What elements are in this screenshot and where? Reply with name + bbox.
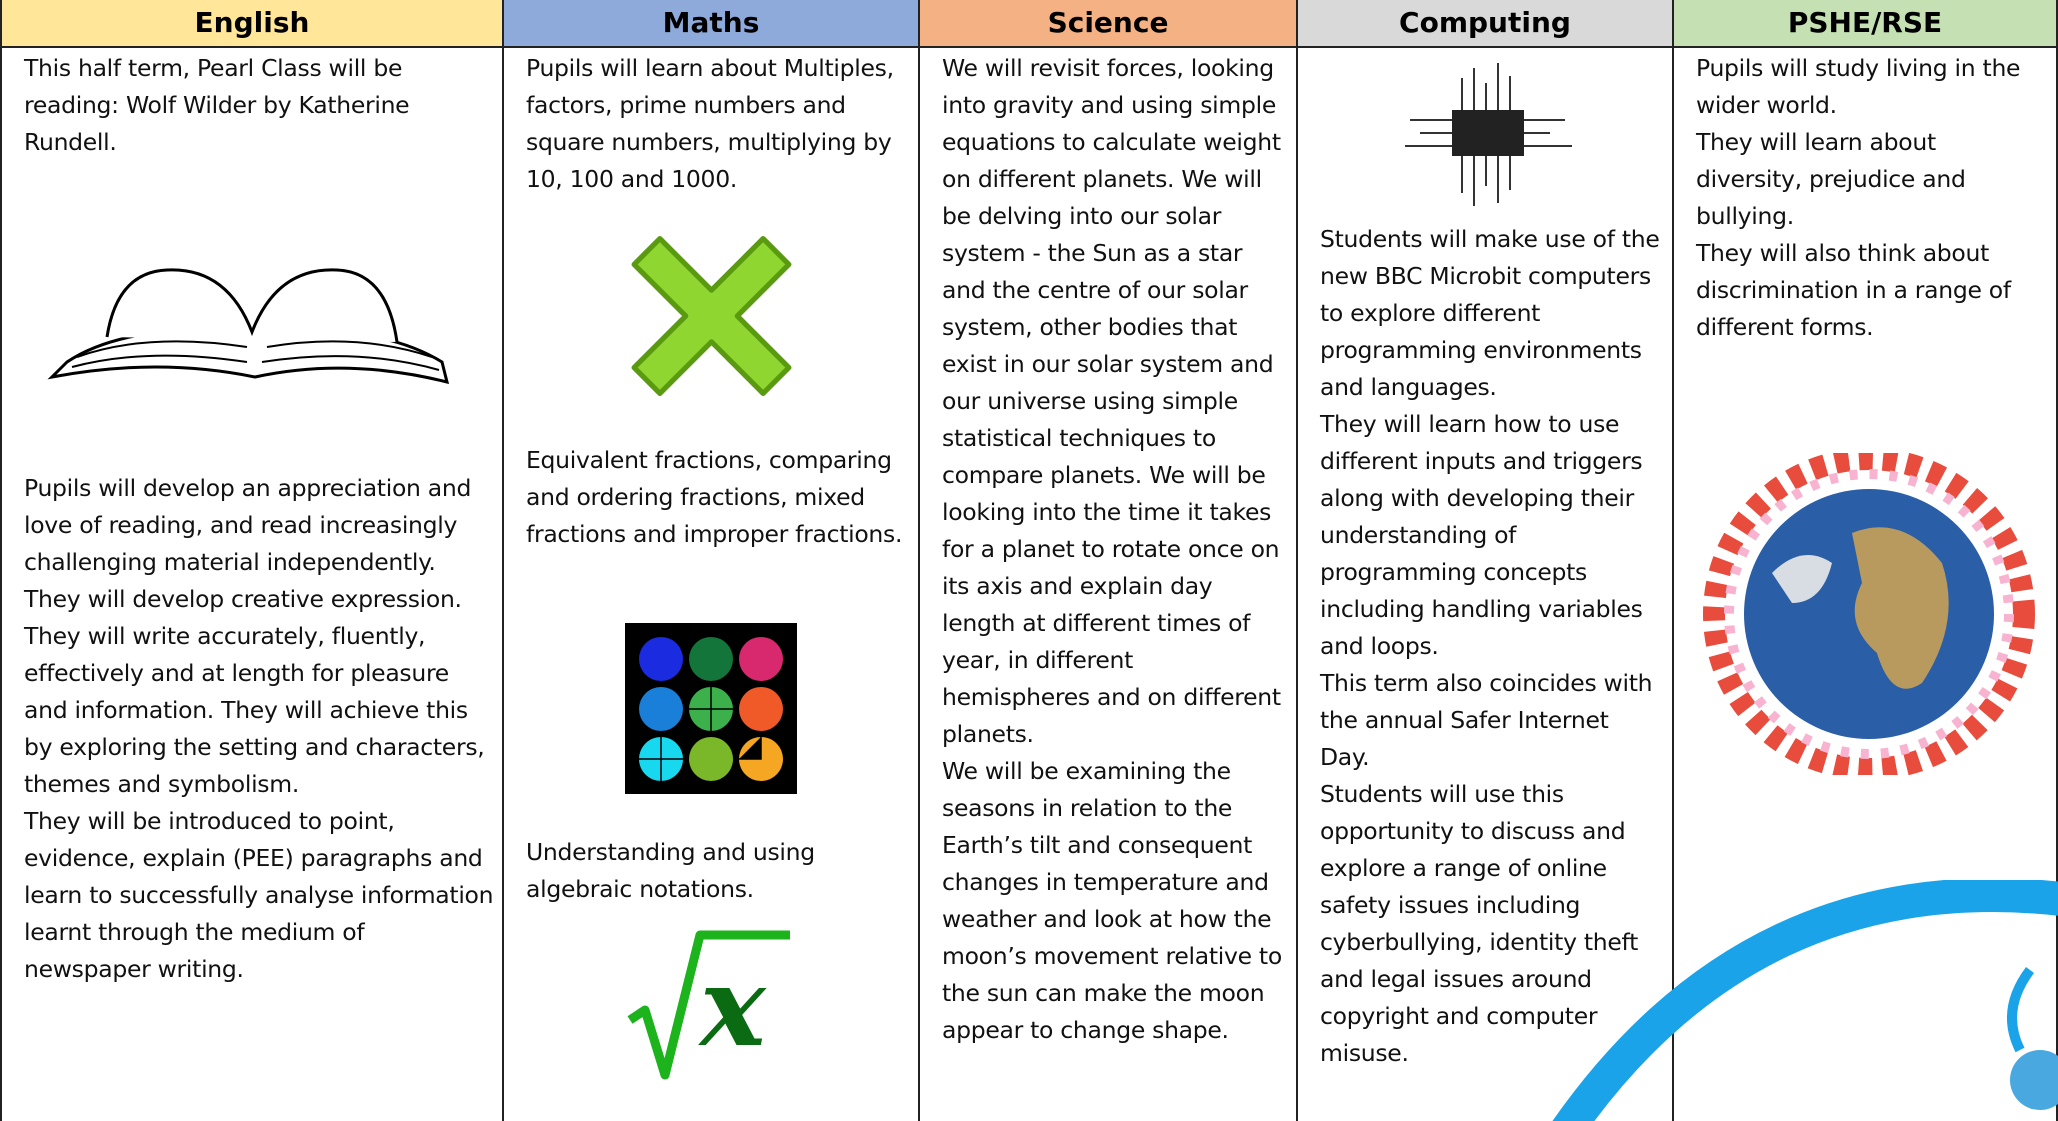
square-root-icon: x [627, 930, 790, 1080]
decorative-swoosh [1552, 880, 2058, 1121]
chip-icon [1405, 63, 1572, 206]
computing-column: Computing Students will make use of the … [1296, 0, 1674, 1121]
text-block: Pupils will study living in the wider wo… [1696, 50, 2048, 346]
text-block: Pupils will develop an appreciation and … [24, 470, 494, 988]
book-illustration [47, 268, 450, 385]
paragraph: This term also coincides with the annual… [1320, 669, 1653, 771]
text-block: This half term, Pearl Class will be read… [24, 50, 494, 161]
paragraph: Students will use this opportunity to di… [1320, 780, 1638, 1067]
paragraph: Pupils will study living in the wider wo… [1696, 54, 2021, 119]
fraction-circles [625, 623, 797, 794]
text-block: Understanding and using algebraic notati… [526, 834, 910, 908]
paragraph: They will learn about diversity, prejudi… [1696, 128, 1966, 230]
paragraph: We will be examining the seasons in rela… [942, 757, 1282, 1044]
text-block: Equivalent fractions, comparing and orde… [526, 442, 910, 553]
text-block: We will revisit forces, looking into gra… [942, 50, 1288, 1049]
science-column: Science We will revisit forces, looking … [918, 0, 1298, 1121]
column-header: Maths [504, 0, 918, 48]
pshe-column: PSHE/RSE Pupils will study living in the… [1672, 0, 2058, 1121]
paragraph: They will write accurately, fluently, ef… [24, 622, 485, 798]
paragraph: Understanding and using algebraic notati… [526, 838, 815, 903]
paragraph: Pupils will develop an appreciation and … [24, 474, 472, 613]
paragraph: They will also think about discriminatio… [1696, 239, 2011, 341]
paragraph: Equivalent fractions, comparing and orde… [526, 446, 903, 548]
paragraph: This half term, Pearl Class will be read… [24, 54, 410, 156]
paragraph: We will revisit forces, looking into gra… [942, 54, 1281, 748]
english-column: English This half term, Pearl Class will… [0, 0, 504, 1121]
column-header: English [2, 0, 502, 48]
column-header: Computing [1298, 0, 1672, 48]
text-block: Students will make use of the new BBC Mi… [1320, 221, 1664, 1072]
svg-text:x: x [698, 942, 767, 1071]
column-header: Science [920, 0, 1296, 48]
column-header: PSHE/RSE [1674, 0, 2056, 48]
maths-column: Maths Pupils will learn about Multiples,… [502, 0, 920, 1121]
paragraph: They will learn how to use different inp… [1320, 410, 1643, 660]
text-block: Pupils will learn about Multiples, facto… [526, 50, 910, 198]
paragraph: Students will make use of the new BBC Mi… [1320, 225, 1660, 401]
globe-illustration [1703, 453, 2035, 775]
multiply-icon [631, 236, 792, 396]
paragraph: Pupils will learn about Multiples, facto… [526, 54, 894, 193]
paragraph: They will be introduced to point, eviden… [24, 807, 494, 983]
